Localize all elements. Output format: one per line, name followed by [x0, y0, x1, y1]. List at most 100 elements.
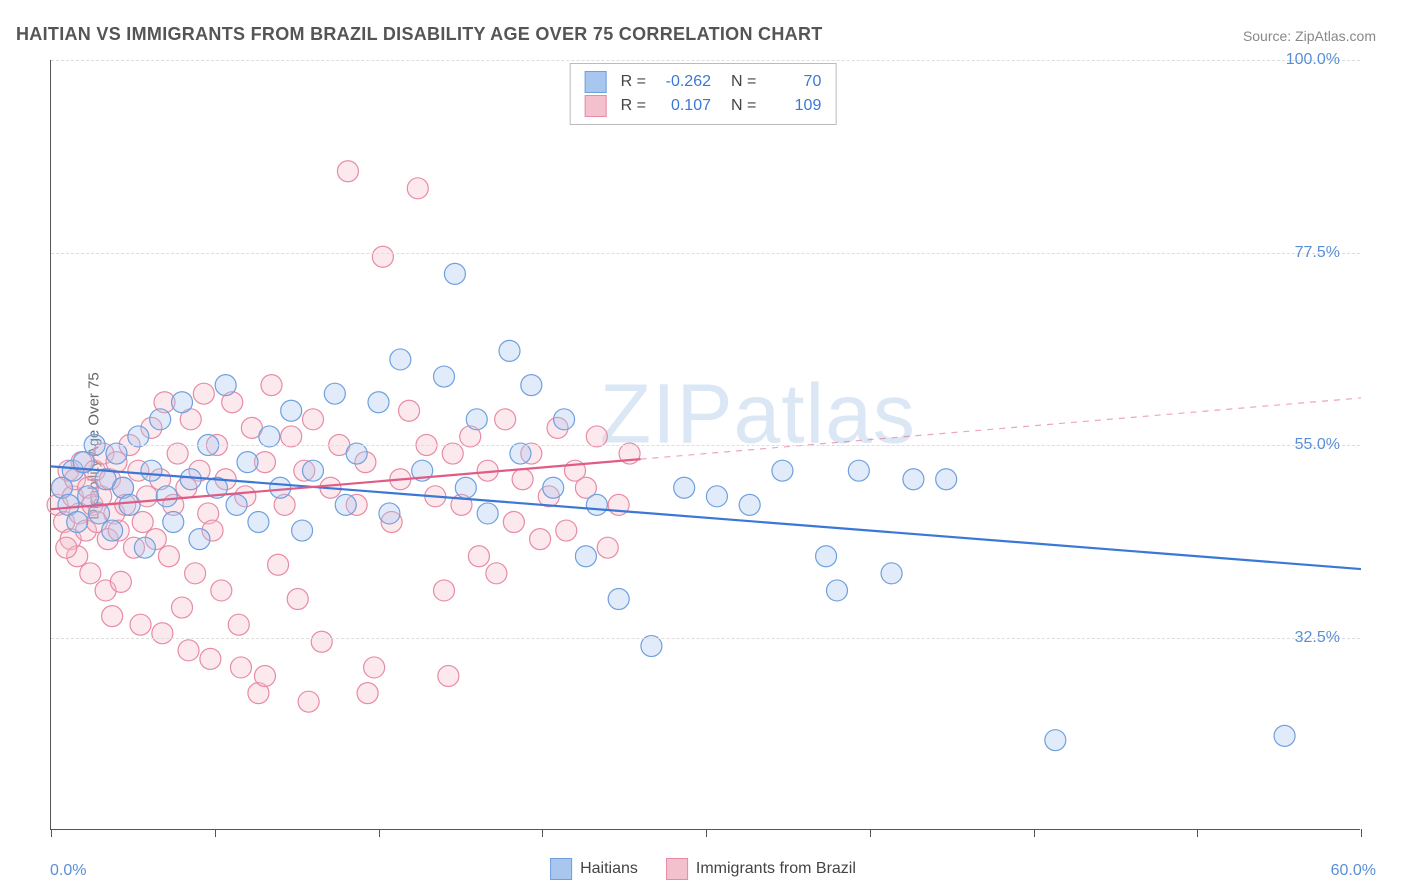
x-tick [870, 829, 871, 837]
x-tick [1034, 829, 1035, 837]
scatter-point [495, 409, 516, 430]
gridline [51, 445, 1360, 446]
source-attribution: Source: ZipAtlas.com [1243, 28, 1376, 44]
x-tick [542, 829, 543, 837]
correlation-legend: R = -0.262 N = 70R =0.107N =109 [570, 63, 837, 125]
y-tick-label: 77.5% [1295, 244, 1340, 262]
scatter-point [128, 426, 149, 447]
scatter-point [364, 657, 385, 678]
scatter-point [132, 512, 153, 533]
plot-area: ZIPatlas 32.5%55.0%77.5%100.0% [50, 60, 1360, 830]
scatter-point [237, 452, 258, 473]
regression-line-extrapolated [641, 398, 1362, 459]
x-tick [51, 829, 52, 837]
scatter-point [372, 246, 393, 267]
scatter-point [530, 529, 551, 550]
gridline [51, 253, 1360, 254]
gridline [51, 638, 1360, 639]
scatter-point [848, 460, 869, 481]
scatter-point [268, 554, 289, 575]
scatter-point [1274, 725, 1295, 746]
legend-item: Immigrants from Brazil [666, 858, 856, 880]
chart-container: HAITIAN VS IMMIGRANTS FROM BRAZIL DISABI… [0, 0, 1406, 892]
scatter-point [311, 631, 332, 652]
scatter-point [477, 503, 498, 524]
scatter-point [110, 571, 131, 592]
scatter-point [706, 486, 727, 507]
scatter-point [130, 614, 151, 635]
scatter-point [281, 426, 302, 447]
scatter-point [407, 178, 428, 199]
legend-row: R =0.107N =109 [585, 94, 822, 118]
scatter-point [211, 580, 232, 601]
legend-label: Immigrants from Brazil [696, 860, 856, 877]
scatter-point [543, 477, 564, 498]
legend-r-label: R = [621, 70, 646, 94]
scatter-point [226, 494, 247, 515]
scatter-point [556, 520, 577, 541]
scatter-point [586, 494, 607, 515]
scatter-point [434, 580, 455, 601]
scatter-point [357, 683, 378, 704]
scatter-point [287, 589, 308, 610]
scatter-point [259, 426, 280, 447]
scatter-point [106, 443, 127, 464]
scatter-point [434, 366, 455, 387]
scatter-point [152, 623, 173, 644]
scatter-point [444, 263, 465, 284]
scatter-point [510, 443, 531, 464]
legend-label: Haitians [580, 860, 638, 877]
gridline [51, 60, 1360, 61]
scatter-point [163, 512, 184, 533]
y-tick-label: 100.0% [1286, 51, 1340, 69]
legend-n-value: 70 [766, 70, 821, 94]
scatter-point [337, 161, 358, 182]
y-tick-label: 32.5% [1295, 629, 1340, 647]
scatter-point [379, 503, 400, 524]
scatter-point [298, 691, 319, 712]
scatter-point [254, 666, 275, 687]
scatter-point [936, 469, 957, 490]
scatter-point [486, 563, 507, 584]
scatter-point [200, 648, 221, 669]
x-axis-min-label: 0.0% [50, 862, 86, 880]
scatter-point [215, 375, 236, 396]
legend-r-label: R = [621, 94, 646, 118]
legend-item: Haitians [550, 858, 638, 880]
scatter-point [368, 392, 389, 413]
scatter-point [178, 640, 199, 661]
scatter-point [575, 546, 596, 567]
scatter-point [180, 469, 201, 490]
scatter-point [324, 383, 345, 404]
scatter-point [119, 494, 140, 515]
scatter-point [503, 512, 524, 533]
scatter-point [827, 580, 848, 601]
chart-title: HAITIAN VS IMMIGRANTS FROM BRAZIL DISABI… [16, 24, 823, 45]
scatter-point [158, 546, 179, 567]
scatter-point [399, 400, 420, 421]
scatter-point [167, 443, 188, 464]
scatter-point [303, 409, 324, 430]
scatter-point [442, 443, 463, 464]
x-axis-max-label: 60.0% [1331, 862, 1376, 880]
y-tick-label: 55.0% [1295, 436, 1340, 454]
scatter-point [134, 537, 155, 558]
scatter-point [512, 469, 533, 490]
legend-n-label: N = [731, 70, 756, 94]
scatter-point [608, 589, 629, 610]
scatter-point [390, 349, 411, 370]
x-tick [1361, 829, 1362, 837]
scatter-point [185, 563, 206, 584]
scatter-point [193, 383, 214, 404]
scatter-point [172, 392, 193, 413]
scatter-point [303, 460, 324, 481]
legend-n-value: 109 [766, 94, 821, 118]
scatter-point [816, 546, 837, 567]
legend-swatch [585, 95, 607, 117]
scatter-point [281, 400, 302, 421]
scatter-point [228, 614, 249, 635]
scatter-point [674, 477, 695, 498]
scatter-point [739, 494, 760, 515]
scatter-point [586, 426, 607, 447]
legend-r-value: -0.262 [656, 70, 711, 94]
